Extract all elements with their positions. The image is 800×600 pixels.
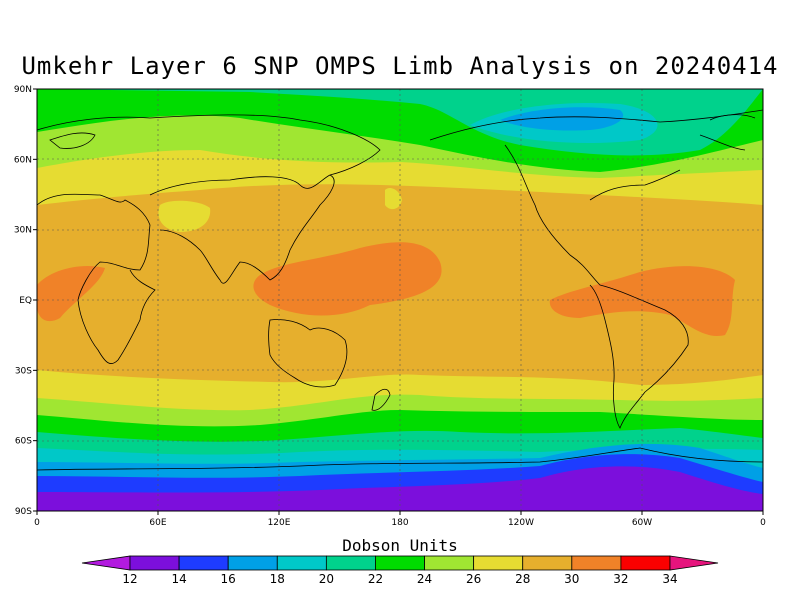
y-tick-label: 30N bbox=[14, 226, 32, 236]
colorbar-label: 22 bbox=[368, 572, 383, 586]
colorbar-swatch bbox=[227, 555, 278, 571]
colorbar-label: 12 bbox=[122, 572, 137, 586]
x-tick-label: 180 bbox=[391, 518, 408, 528]
colorbar-swatch bbox=[620, 555, 671, 571]
y-tick-label: 30S bbox=[15, 366, 32, 376]
y-tick-label: 90N bbox=[14, 85, 32, 95]
y-tick-label: 60S bbox=[15, 437, 32, 447]
colorbar-swatch bbox=[375, 555, 425, 571]
colorbar-label: 24 bbox=[417, 572, 432, 586]
colorbar-swatch bbox=[129, 555, 180, 571]
colorbar-label: 30 bbox=[564, 572, 579, 586]
graticule bbox=[37, 89, 763, 511]
colorbar-swatch bbox=[325, 555, 376, 571]
colorbar-label: 18 bbox=[270, 572, 285, 586]
band-30-32-africa bbox=[37, 265, 105, 322]
map-title: Umkehr Layer 6 SNP OMPS Limb Analysis on… bbox=[21, 52, 779, 80]
x-tick-label: 60W bbox=[632, 518, 652, 528]
colorbar-swatch bbox=[178, 555, 229, 571]
x-tick-label: 0 bbox=[34, 518, 40, 528]
colorbar-swatch bbox=[276, 555, 327, 571]
yellow-patch-west bbox=[158, 200, 211, 232]
band-30-32-atlantic bbox=[549, 266, 735, 336]
colorbar-label: 26 bbox=[466, 572, 481, 586]
colorbar-swatch bbox=[473, 555, 524, 571]
colorbar-title: Dobson Units bbox=[342, 536, 458, 555]
colorbar-label: 28 bbox=[515, 572, 530, 586]
colorbar-right-arrow bbox=[669, 555, 719, 571]
x-tick-label: 60E bbox=[149, 518, 166, 528]
coastlines bbox=[37, 109, 763, 471]
colorbar-left-arrow bbox=[81, 555, 131, 571]
colorbar-label: 16 bbox=[221, 572, 236, 586]
yellow-patch-central bbox=[385, 188, 402, 210]
x-tick-label: 0 bbox=[760, 518, 766, 528]
x-tick-label: 120E bbox=[268, 518, 291, 528]
colorbar-swatch bbox=[522, 555, 573, 571]
band-12-14-south bbox=[37, 466, 763, 511]
x-tick-label: 120W bbox=[508, 518, 534, 528]
colorbar-label: 34 bbox=[662, 572, 677, 586]
colorbar-label: 20 bbox=[319, 572, 334, 586]
ozone-contours bbox=[37, 89, 763, 511]
colorbar-swatch bbox=[571, 555, 622, 571]
y-tick-label: 90S bbox=[15, 507, 32, 517]
y-tick-label: EQ bbox=[19, 296, 32, 306]
band-30-32-pacific bbox=[253, 242, 442, 316]
y-tick-label: 60N bbox=[14, 155, 32, 165]
band-16-18-north bbox=[500, 107, 624, 131]
colorbar-label: 32 bbox=[613, 572, 628, 586]
colorbar: 12 14 16 18 20 22 24 26 28 30 32 34 bbox=[81, 555, 719, 586]
y-axis-ticks: 90N 60N 30N EQ 30S 60S 90S bbox=[14, 85, 37, 517]
colorbar-label: 14 bbox=[171, 572, 186, 586]
x-axis-ticks: 0 60E 120E 180 120W 60W 0 bbox=[34, 511, 766, 528]
colorbar-swatch bbox=[424, 555, 475, 571]
